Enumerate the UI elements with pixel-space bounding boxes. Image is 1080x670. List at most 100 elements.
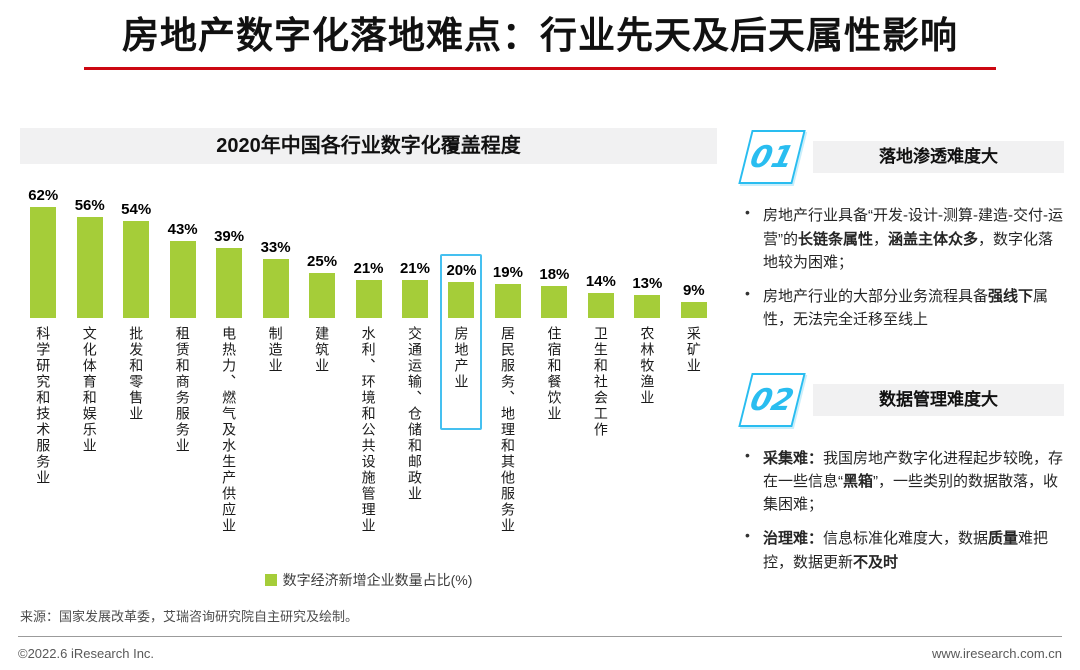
bar [634,294,661,319]
panel-01-head: 01 落地渗透难度大 [737,130,1064,185]
bar-column: 18% 住宿和餐饮业 [531,178,577,564]
bar-column: 54% 批发和零售业 [113,178,159,564]
bar-category-label: 住宿和餐饮业 [546,326,563,423]
insight-panels: 01 落地渗透难度大 • 房地产行业具备“开发-设计-测算-建造-交付-运营”的… [737,128,1064,590]
bar-category-label: 卫生和社会工作 [592,326,609,439]
panel-02-number: 02 [746,382,798,417]
bar-value-label: 14% [585,273,616,291]
bar-value-label: 13% [632,274,663,292]
bar-column: 56% 文化体育和娱乐业 [66,178,112,564]
bar [587,293,614,319]
bar-column: 19% 居民服务、地理和其他服务业 [485,178,531,564]
bar-category-label: 采矿业 [685,326,702,375]
panel-01-number-box: 01 [738,130,806,185]
bar-category-label: 居民服务、地理和其他服务业 [499,326,516,535]
bar-value-label: 33% [260,238,291,256]
bar-value-label: 18% [539,265,570,283]
panel-01-bullets: • 房地产行业具备“开发-设计-测算-建造-交付-运营”的长链条属性，涵盖主体众… [745,204,1064,331]
bar-category-label: 水利、环境和公共设施管理业 [360,326,377,535]
bar-value-label: 20% [446,262,477,280]
bar [309,273,336,319]
bullet-text: 房地产行业的大部分业务流程具备强线下属性，无法完全迁移至线上 [763,288,1049,329]
bar [123,221,150,319]
bar-chart: 62% 科学研究和技术服务业 56% 文化体育和娱乐业 54% 批发和零售业 43% 租赁和商… [20,178,717,564]
chart-section: 2020年中国各行业数字化覆盖程度 62% 科学研究和技术服务业 56% 文化体育和娱… [20,128,717,590]
bar [401,280,428,319]
bar-category-label: 农林牧渔业 [639,326,656,407]
bar-column: 39% 电热力、燃气及水生产供应业 [206,178,252,564]
bar-column: 25% 建筑业 [299,178,345,564]
bullet-item: • 治理难：信息标准化难度大，数据质量难把控，数据更新不及时 [745,527,1064,574]
bullet-dot-icon: • [745,285,750,301]
bar-column: 33% 制造业 [252,178,298,564]
bar-column: 62% 科学研究和技术服务业 [20,178,66,564]
page-footer: ©2022.6 iResearch Inc. www.iresearch.com… [18,636,1062,661]
bar-category-label: 批发和零售业 [128,326,145,423]
panel-02-bullets: • 采集难：我国房地产数字化进程起步较晚，存在一些信息“黑箱”，一些类别的数据散… [745,447,1064,574]
bullet-text: 采集难：我国房地产数字化进程起步较晚，存在一些信息“黑箱”，一些类别的数据散落，… [763,449,1064,514]
bar [216,248,243,319]
bar [76,217,103,319]
main-content: 2020年中国各行业数字化覆盖程度 62% 科学研究和技术服务业 56% 文化体育和娱… [0,128,1080,590]
bar-category-label: 电热力、燃气及水生产供应业 [221,326,238,535]
bullet-text: 治理难：信息标准化难度大，数据质量难把控，数据更新不及时 [763,530,1049,571]
bullet-text: 房地产行业具备“开发-设计-测算-建造-交付-运营”的长链条属性，涵盖主体众多，… [763,207,1063,271]
bar-value-label: 9% [682,282,705,300]
bar-column: 43% 租赁和商务服务业 [159,178,205,564]
bar-column: 20% 房地产业 [438,178,484,564]
bar-value-label: 39% [214,228,245,246]
bar [30,206,57,319]
chart-legend: 数字经济新增企业数量占比(%) [20,570,717,590]
bar-category-label: 租赁和商务服务业 [174,326,191,455]
bar [262,258,289,319]
panel-02: 02 数据管理难度大 • 采集难：我国房地产数字化进程起步较晚，存在一些信息“黑… [737,372,1064,585]
bar [355,280,382,319]
legend-label: 数字经济新增企业数量占比(%) [282,572,473,589]
bar-category-label: 制造业 [267,326,284,375]
bar [680,302,707,319]
bar-value-label: 43% [167,220,198,238]
bullet-item: • 房地产行业具备“开发-设计-测算-建造-交付-运营”的长链条属性，涵盖主体众… [745,204,1064,274]
panel-02-head: 02 数据管理难度大 [737,372,1064,427]
bar-column: 9% 采矿业 [671,178,717,564]
panel-02-number-box: 02 [738,372,806,427]
bar-column: 21% 交通运输、仓储和邮政业 [392,178,438,564]
bar-value-label: 56% [74,197,105,215]
panel-02-heading: 数据管理难度大 [813,383,1064,416]
bar-column: 14% 卫生和社会工作 [578,178,624,564]
bar-value-label: 21% [399,260,430,278]
source-note: 来源：国家发展改革委，艾瑞咨询研究院自主研究及绘制。 [20,609,359,624]
bar-value-label: 54% [121,201,152,219]
bullet-dot-icon: • [745,446,750,463]
bar-value-label: 19% [492,264,523,282]
bar [448,282,475,319]
bar-category-label: 交通运输、仓储和邮政业 [407,326,424,503]
bar-category-label: 文化体育和娱乐业 [81,326,98,455]
bar-category-label: 房地产业 [453,326,470,391]
legend-swatch-icon [264,574,277,587]
footer-copyright: ©2022.6 iResearch Inc. [18,646,155,661]
bar [169,240,196,319]
panel-01: 01 落地渗透难度大 • 房地产行业具备“开发-设计-测算-建造-交付-运营”的… [737,130,1064,342]
title-underline [84,67,996,71]
page-title: 房地产数字化落地难点：行业先天及后天属性影响 [122,15,958,56]
bar-value-label: 62% [28,186,59,204]
bar-column: 13% 农林牧渔业 [624,178,670,564]
bullet-item: • 采集难：我国房地产数字化进程起步较晚，存在一些信息“黑箱”，一些类别的数据散… [745,447,1064,517]
bullet-item: • 房地产行业的大部分业务流程具备强线下属性，无法完全迁移至线上 [745,285,1064,332]
bar-category-label: 建筑业 [314,326,331,375]
bar-value-label: 21% [353,260,384,278]
bar [541,285,568,319]
bar [494,284,521,319]
page-header: 房地产数字化落地难点：行业先天及后天属性影响 [0,0,1080,71]
bar-column: 21% 水利、环境和公共设施管理业 [345,178,391,564]
bar-value-label: 25% [307,253,338,271]
panel-01-heading: 落地渗透难度大 [813,141,1064,174]
panel-01-number: 01 [746,139,798,175]
chart-title: 2020年中国各行业数字化覆盖程度 [20,128,717,165]
bar-category-label: 科学研究和技术服务业 [35,326,52,487]
footer-url: www.iresearch.com.cn [931,646,1062,661]
bullet-dot-icon: • [745,527,750,544]
bullet-dot-icon: • [745,204,750,221]
